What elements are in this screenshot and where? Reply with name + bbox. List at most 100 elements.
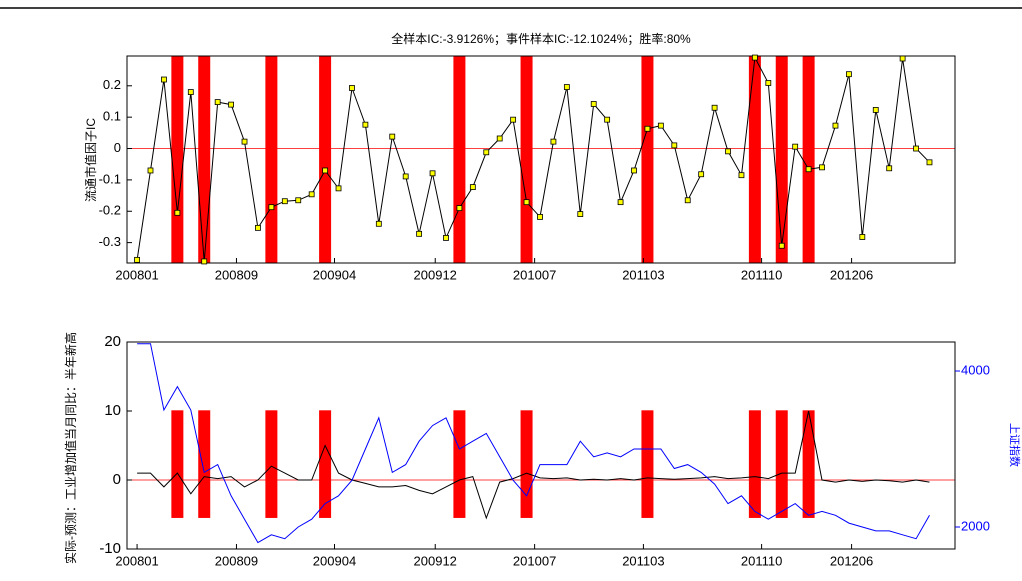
marker	[590, 101, 597, 107]
y-axis-label: 流通市值因子IC	[83, 118, 98, 202]
x-tick-label: 201103	[622, 267, 664, 282]
marker	[644, 125, 651, 132]
x-tick-label: 200801	[115, 267, 158, 282]
marker	[751, 54, 758, 61]
y2-axis-label: 上证指数	[1008, 423, 1022, 467]
y-tick-label: 0	[113, 471, 121, 488]
y-tick-label: -10	[99, 540, 121, 557]
marker	[335, 185, 342, 192]
y-tick-label: 0.2	[103, 77, 121, 92]
y-tick-label: 20	[104, 333, 121, 350]
y-tick-label: -0.2	[99, 203, 121, 218]
marker	[214, 99, 221, 106]
marker	[899, 55, 906, 62]
marker	[308, 191, 315, 198]
marker	[375, 220, 382, 227]
event-bar	[641, 56, 654, 263]
marker	[657, 122, 664, 129]
marker	[698, 171, 705, 178]
marker	[389, 133, 396, 140]
marker	[268, 204, 275, 211]
y-tick-label: 10	[104, 402, 121, 419]
x-tick-label: 200809	[215, 267, 258, 282]
marker	[174, 209, 181, 216]
data-line	[136, 55, 930, 262]
marker	[926, 159, 933, 166]
marker	[872, 107, 879, 113]
y-tick-label: -0.3	[99, 234, 121, 249]
event-bar	[319, 56, 332, 263]
x-tick-label: 200904	[313, 267, 356, 282]
x-tick-label: 201206	[830, 267, 873, 282]
marker	[886, 165, 893, 172]
y2-tick-label: 4000	[961, 362, 990, 377]
marker	[402, 173, 409, 180]
marker	[429, 170, 436, 177]
event-bar	[520, 410, 533, 518]
event-bar	[171, 410, 184, 518]
x-tick-label: 200912	[414, 553, 457, 568]
event-bar	[265, 56, 278, 263]
marker	[604, 116, 611, 123]
event-bar	[775, 56, 788, 263]
marker	[765, 80, 772, 86]
marker	[362, 121, 369, 128]
marker	[563, 84, 570, 90]
x-tick-label: 200904	[313, 553, 356, 568]
marker	[550, 138, 557, 145]
event-bar	[802, 410, 815, 518]
event-bar	[453, 410, 466, 518]
x-tick-label: 201103	[622, 553, 664, 568]
marker	[281, 198, 288, 205]
x-tick-label: 201110	[741, 553, 782, 568]
marker	[134, 256, 140, 263]
marker	[228, 101, 234, 108]
marker	[496, 135, 503, 142]
marker	[684, 197, 691, 204]
plot-frame	[126, 341, 956, 550]
marker	[617, 199, 624, 206]
data-line	[137, 410, 930, 520]
marker	[201, 258, 208, 265]
marker	[483, 149, 490, 156]
marker	[241, 138, 248, 145]
y-tick-label: 0	[114, 140, 121, 155]
event-bar	[520, 56, 533, 263]
marker	[456, 205, 463, 212]
marker	[443, 235, 449, 241]
event-bar	[802, 56, 815, 263]
marker	[469, 184, 476, 191]
x-tick-label: 200809	[215, 553, 258, 568]
event-bar	[171, 56, 184, 263]
y2-tick-label: 2000	[961, 518, 990, 533]
event-bar	[198, 410, 211, 518]
chart-title: 全样本IC:-3.9126%；事件样本IC:-12.1024%；胜率:80%	[391, 31, 691, 46]
marker	[832, 122, 839, 129]
x-tick-label: 200912	[414, 267, 457, 282]
marker	[161, 76, 167, 83]
marker	[792, 143, 799, 150]
marker	[913, 145, 919, 152]
marker	[416, 230, 423, 237]
plot-frame	[126, 55, 956, 264]
event-bar	[319, 410, 332, 518]
marker	[738, 172, 745, 179]
marker	[523, 199, 530, 206]
event-bar	[641, 410, 654, 518]
data-line	[137, 343, 930, 544]
marker	[322, 167, 329, 174]
marker	[577, 211, 584, 217]
marker	[295, 197, 302, 204]
marker	[859, 234, 866, 240]
marker	[255, 224, 261, 231]
marker	[671, 142, 678, 149]
marker	[147, 167, 154, 174]
x-tick-label: 201007	[513, 553, 556, 568]
x-tick-label: 201110	[741, 267, 782, 282]
marker	[845, 71, 852, 78]
marker	[537, 213, 543, 220]
marker	[778, 242, 785, 249]
y-axis-label: 实际-预测：工业增加值当月同比：半年新高	[63, 332, 78, 564]
x-tick-label: 201007	[513, 267, 556, 282]
